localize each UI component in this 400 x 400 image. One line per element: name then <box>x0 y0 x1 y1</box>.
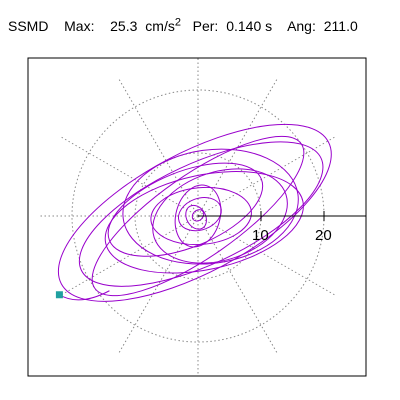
ang-value: 211.0 <box>323 18 358 34</box>
max-label: Max: <box>64 18 95 34</box>
grid-spoke-150 <box>61 136 199 217</box>
grid-spoke-210 <box>61 215 199 296</box>
plot-frame <box>27 57 367 377</box>
chart-title: SSMD Max: 25.3 cm/s2 Per: 0.140 s Ang: 2… <box>8 14 358 38</box>
max-value: 25.3 <box>110 18 138 34</box>
motion-trace-10 <box>185 204 207 230</box>
start-marker <box>55 291 63 299</box>
motion-trace-3 <box>104 171 304 274</box>
per-value: 0.140 s <box>226 18 273 34</box>
radial-tick-labels: 10 20 <box>252 227 332 244</box>
grid-spoke-120 <box>118 79 199 217</box>
motion-trace-1 <box>78 141 324 287</box>
station-code: SSMD <box>8 18 49 34</box>
max-unit-exponent: 2 <box>174 16 181 29</box>
per-label: Per: <box>192 18 219 34</box>
max-unit: cm/s <box>145 18 175 34</box>
radial-tick-label-10: 10 <box>252 227 269 244</box>
motion-trace-6 <box>107 162 264 257</box>
radial-ticks <box>260 211 325 221</box>
motion-traces <box>57 123 332 302</box>
radial-tick-label-20: 20 <box>315 227 332 244</box>
ang-label: Ang: <box>287 18 316 34</box>
motion-trace-9 <box>177 196 222 232</box>
motion-trace-4 <box>122 148 299 265</box>
motion-trace-11 <box>191 209 205 222</box>
motion-trace-8 <box>174 184 222 248</box>
motion-trace-lead <box>59 290 110 301</box>
motion-trace-2 <box>91 135 305 297</box>
motion-trace-5 <box>152 168 288 264</box>
